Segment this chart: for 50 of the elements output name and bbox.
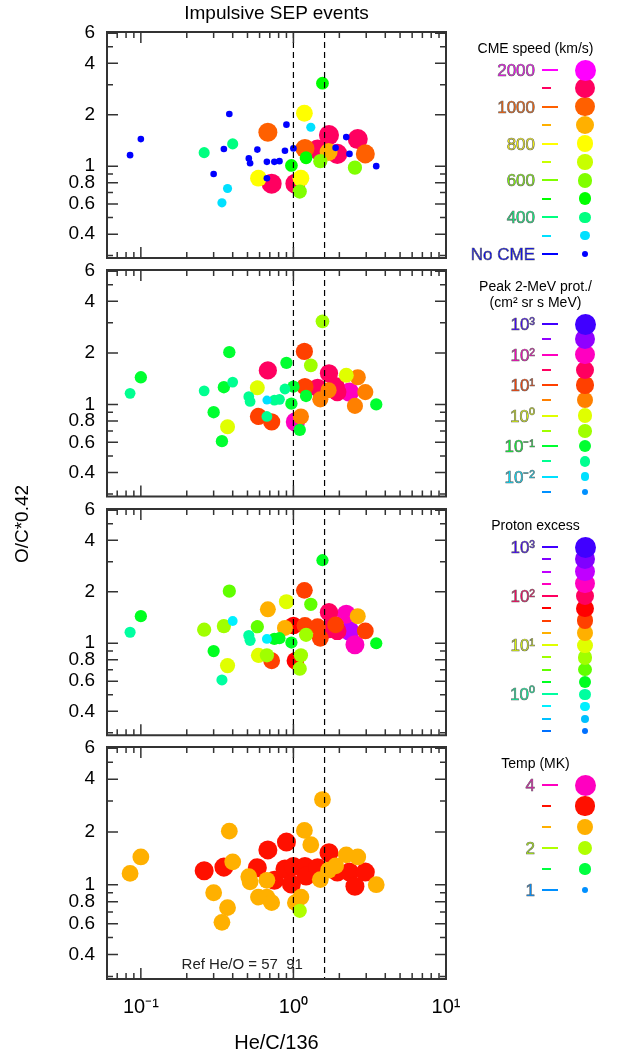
y-tick-label: 0.6 bbox=[68, 192, 95, 214]
y-tick-label: 2 bbox=[84, 580, 95, 602]
legend-label: 400 bbox=[506, 207, 535, 227]
y-tick-label: 4 bbox=[84, 528, 96, 550]
y-tick-label: 6 bbox=[84, 21, 95, 43]
legend-label: No CME bbox=[470, 244, 535, 264]
legend-label: 1 bbox=[525, 880, 535, 900]
legend-title: Temp (MK) bbox=[500, 755, 571, 771]
legend-label: 600 bbox=[506, 170, 535, 190]
y-tick-label: 0.4 bbox=[68, 460, 96, 482]
legend-label: 10¹ bbox=[510, 635, 535, 655]
x-tick-label: 10¹ bbox=[431, 994, 461, 1017]
y-tick-label: 6 bbox=[84, 736, 95, 758]
y-tick-label: 0.4 bbox=[68, 222, 96, 244]
x-axis-title: He/C/136 bbox=[234, 1030, 319, 1051]
legend-title: CME speed (km/s) bbox=[476, 40, 595, 56]
legend-label: 2000 bbox=[497, 60, 535, 80]
legend-title: Proton excess bbox=[490, 517, 581, 533]
annotation: Ref He/O = 57 91 bbox=[181, 955, 303, 972]
legend-label: 10¹ bbox=[510, 375, 535, 395]
y-tick-label: 0.4 bbox=[68, 942, 96, 964]
y-tick-label: 0.6 bbox=[68, 669, 95, 691]
legend-label: 800 bbox=[506, 134, 535, 154]
y-tick-label: 0.6 bbox=[68, 430, 95, 452]
y-tick-label: 4 bbox=[84, 767, 96, 789]
legend-label: 10³ bbox=[510, 537, 535, 557]
y-axis-title: O/C*0.42 bbox=[11, 484, 33, 564]
y-tick-label: 4 bbox=[84, 51, 96, 73]
y-tick-label: 2 bbox=[84, 102, 95, 124]
y-tick-label: 6 bbox=[84, 259, 95, 281]
y-tick-label: 0.4 bbox=[68, 699, 96, 721]
legend-label: 10⁻¹ bbox=[504, 436, 535, 456]
x-tick-label: 10⁰ bbox=[278, 994, 309, 1017]
y-tick-label: 0.6 bbox=[68, 911, 95, 933]
legend-label: 10⁰ bbox=[510, 406, 535, 426]
legend-label: 10² bbox=[510, 345, 535, 365]
chart-title: Impulsive SEP events bbox=[183, 2, 370, 24]
y-tick-label: 6 bbox=[84, 498, 95, 520]
legend-label: 10³ bbox=[510, 314, 535, 334]
legend-label: 4 bbox=[525, 775, 535, 795]
x-tick-label: 10⁻¹ bbox=[122, 994, 160, 1017]
legend-label: 2 bbox=[525, 838, 535, 858]
legend-label: 10² bbox=[510, 586, 535, 606]
legend-title: Peak 2-MeV prot./ (cm² sr s MeV) bbox=[478, 278, 593, 310]
y-tick-label: 4 bbox=[84, 289, 96, 311]
y-tick-label: 2 bbox=[84, 341, 95, 363]
y-tick-label: 2 bbox=[84, 820, 95, 842]
legend-label: 10⁻² bbox=[504, 467, 535, 487]
legend-label: 10⁰ bbox=[510, 684, 535, 704]
legend-label: 1000 bbox=[497, 97, 535, 117]
